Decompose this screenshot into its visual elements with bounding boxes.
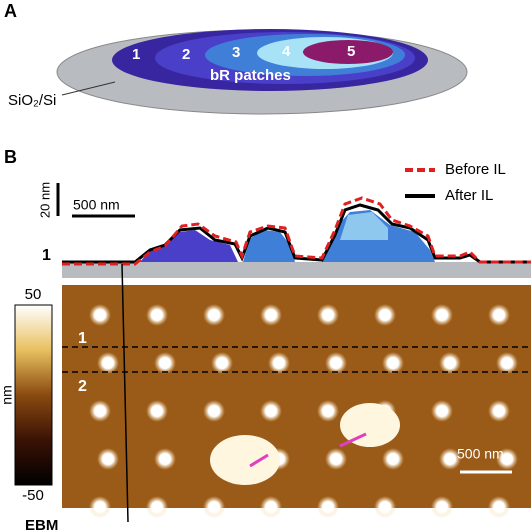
colorbar-label: 50 [25, 286, 42, 303]
colorbar [14, 304, 53, 486]
afm-dot [439, 448, 461, 470]
afm-dot [374, 496, 396, 518]
afm-dot [325, 352, 347, 374]
layer-label: 4 [282, 43, 291, 60]
legend-label: After IL [445, 187, 493, 204]
afm-dot [89, 304, 111, 326]
layer-label: 1 [132, 46, 140, 63]
panel-label: A [4, 1, 17, 21]
afm-dot [317, 496, 339, 518]
bottom-label: EBM [25, 517, 58, 531]
afm-dot [260, 304, 282, 326]
patch [340, 212, 388, 240]
afm-dot [431, 304, 453, 326]
layer-label: 5 [347, 43, 355, 60]
afm-dot [382, 352, 404, 374]
patch [140, 230, 238, 262]
afm-dot [260, 496, 282, 518]
afm-dot [431, 496, 453, 518]
afm-dot [268, 352, 290, 374]
guide-arrow [121, 263, 129, 523]
afm-dot [317, 400, 339, 422]
panel-label: B [4, 147, 17, 167]
afm-dot [325, 448, 347, 470]
afm-dot [211, 352, 233, 374]
afm-dot [89, 400, 111, 422]
scale-label: 500 nm [457, 446, 504, 462]
afm-dot [154, 448, 176, 470]
afm-dot [431, 400, 453, 422]
patch-blob [340, 403, 400, 447]
afm-dot [97, 448, 119, 470]
afm-dot [203, 400, 225, 422]
afm-dot [382, 448, 404, 470]
afm-dot [496, 448, 518, 470]
afm-dot [317, 304, 339, 326]
afm-dot [488, 400, 510, 422]
patch-label: bR patches [210, 67, 291, 84]
substrate-label: SiO₂/Si [8, 92, 56, 109]
afm-dot [154, 352, 176, 374]
afm-dot [146, 400, 168, 422]
pointer [61, 81, 116, 96]
afm-dot [146, 496, 168, 518]
profile-after [62, 203, 531, 264]
layer-label: 2 [182, 46, 190, 63]
colorbar-label: -50 [22, 487, 44, 504]
afm-dot [97, 352, 119, 374]
profile-before [62, 196, 531, 266]
afm-dot [89, 496, 111, 518]
arrow [249, 453, 269, 468]
afm-image [62, 285, 531, 508]
profile-label: 1 [42, 247, 51, 264]
arrow [339, 432, 367, 448]
afm-dot [439, 352, 461, 374]
colorbar-unit: nm [0, 385, 15, 404]
scan-label: 2 [78, 378, 87, 395]
afm-dot [203, 304, 225, 326]
afm-dot [374, 304, 396, 326]
afm-dot [146, 304, 168, 326]
afm-dot [488, 496, 510, 518]
patch-blob [210, 435, 280, 485]
scan-label: 1 [78, 330, 87, 347]
afm-dot [496, 352, 518, 374]
scale-label: 500 nm [73, 197, 120, 213]
layer-label: 3 [232, 44, 240, 61]
patch [243, 230, 295, 262]
afm-dot [203, 496, 225, 518]
legend-label: Before IL [445, 161, 506, 178]
afm-dot [260, 400, 282, 422]
afm-dot [488, 304, 510, 326]
layer [303, 40, 393, 64]
substrate [62, 262, 531, 278]
scale-label: 20 nm [37, 182, 52, 218]
